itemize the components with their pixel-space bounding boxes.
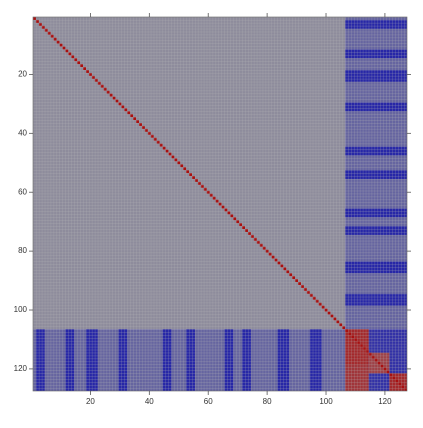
y-tick-label: 100 xyxy=(14,305,28,314)
y-tick-label: 60 xyxy=(18,187,27,196)
y-tick-label: 40 xyxy=(18,128,27,137)
y-tick-label: 120 xyxy=(14,364,28,373)
x-tick-label: 120 xyxy=(378,397,392,406)
x-tick-label: 40 xyxy=(145,397,154,406)
y-tick-label: 80 xyxy=(18,246,27,255)
x-tick-label: 20 xyxy=(86,397,95,406)
x-tick-label: 60 xyxy=(204,397,213,406)
plot-frame xyxy=(32,16,408,392)
cell-grid xyxy=(33,17,407,391)
x-tick-label: 80 xyxy=(263,397,272,406)
x-tick-label: 100 xyxy=(319,397,333,406)
y-tick-label: 20 xyxy=(18,70,27,79)
